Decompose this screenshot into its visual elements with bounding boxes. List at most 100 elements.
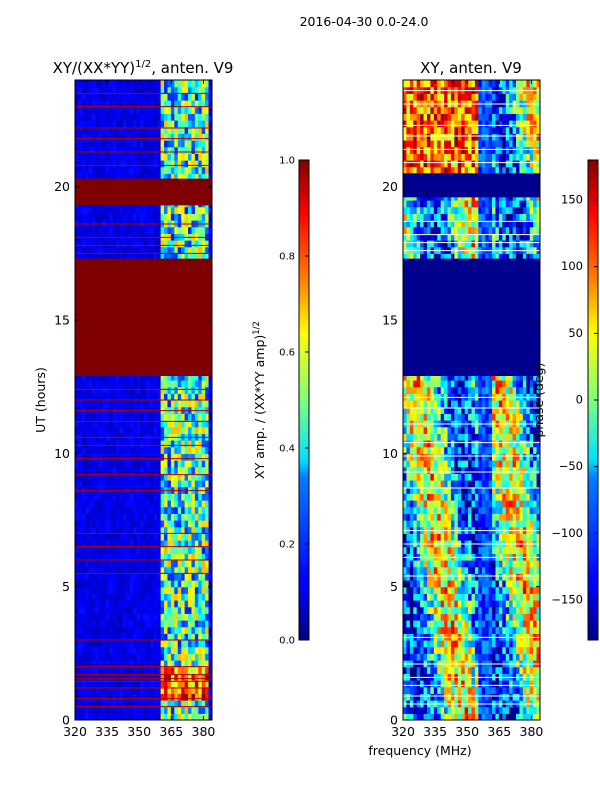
heatmap-cell: [140, 140, 145, 148]
heatmap-cell: [157, 140, 162, 148]
heatmap-cell: [181, 373, 186, 381]
heatmap-cell: [170, 580, 175, 588]
heatmap-cell: [536, 600, 540, 608]
heatmap-cell: [447, 613, 452, 621]
heatmap-cell: [512, 680, 517, 688]
heatmap-cell: [92, 400, 97, 408]
heatmap-cell: [102, 586, 107, 594]
heatmap-cell: [403, 626, 408, 634]
heatmap-cell: [78, 693, 83, 701]
heatmap-cell: [198, 206, 203, 214]
heatmap-cell: [519, 646, 524, 654]
heatmap-cell: [413, 686, 418, 694]
heatmap-cell: [150, 473, 155, 481]
heatmap-cell: [184, 240, 189, 248]
heatmap-cell: [157, 100, 162, 108]
heatmap-cell: [98, 93, 103, 101]
heatmap-cell: [140, 126, 145, 134]
heatmap-cell: [88, 153, 93, 161]
heatmap-cell: [126, 133, 131, 141]
heatmap-cell: [122, 653, 127, 661]
heatmap-cell: [471, 593, 476, 601]
heatmap-cell: [447, 620, 452, 628]
heatmap-cell: [143, 673, 148, 681]
heatmap-cell: [194, 673, 199, 681]
heatmap-cell: [464, 713, 469, 720]
heatmap-cell: [157, 86, 162, 94]
heatmap-cell: [522, 653, 527, 661]
heatmap-cell: [133, 160, 138, 168]
heatmap-cell: [95, 160, 100, 168]
heatmap-cell: [505, 546, 510, 554]
heatmap-cell: [102, 686, 107, 694]
heatmap-cell: [126, 166, 131, 174]
heatmap-cell: [420, 606, 425, 614]
heatmap-cell: [81, 133, 86, 141]
heatmap-cell: [208, 500, 212, 508]
heatmap-cell: [444, 706, 449, 714]
heatmap-cell: [157, 393, 162, 401]
heatmap-cell: [95, 640, 100, 648]
heatmap-cell: [406, 546, 411, 554]
heatmap-cell: [88, 520, 93, 528]
heatmap-cell: [119, 500, 124, 508]
heatmap-cell: [98, 646, 103, 654]
heatmap-cell: [78, 126, 83, 134]
heatmap-cell: [143, 580, 148, 588]
heatmap-cell: [102, 246, 107, 254]
heatmap-cell: [157, 213, 162, 221]
heatmap-cell: [188, 606, 193, 614]
heatmap-cell: [474, 586, 479, 594]
heatmap-cell: [420, 560, 425, 568]
heatmap-cell: [208, 706, 212, 714]
heatmap-cell: [416, 600, 421, 608]
heatmap-cell: [205, 446, 210, 454]
heatmap-cell: [505, 693, 510, 701]
heatmap-cell: [188, 493, 193, 501]
heatmap-cell: [78, 493, 83, 501]
heatmap-cell: [157, 453, 162, 461]
heatmap-cell: [164, 686, 169, 694]
heatmap-cell: [85, 653, 90, 661]
heatmap-cell: [478, 686, 483, 694]
heatmap-cell: [133, 560, 138, 568]
heatmap-cell: [474, 593, 479, 601]
heatmap-cell: [174, 173, 179, 181]
heatmap-cell: [502, 600, 507, 608]
heatmap-cell: [78, 700, 83, 708]
heatmap-cell: [105, 600, 110, 608]
heatmap-cell: [157, 473, 162, 481]
heatmap-cell: [112, 593, 117, 601]
heatmap-cell: [116, 620, 121, 628]
heatmap-cell: [522, 606, 527, 614]
heatmap-cell: [170, 446, 175, 454]
heatmap-cell: [440, 606, 445, 614]
heatmap-cell: [140, 520, 145, 528]
heatmap-cell: [78, 466, 83, 474]
heatmap-cell: [122, 153, 127, 161]
heatmap-cell: [92, 460, 97, 468]
heatmap-cell: [112, 566, 117, 574]
heatmap-cell: [143, 446, 148, 454]
heatmap-cell: [85, 206, 90, 214]
heatmap-cell: [126, 613, 131, 621]
heatmap-cell: [157, 440, 162, 448]
heatmap-cell: [512, 580, 517, 588]
heatmap-cell: [133, 420, 138, 428]
heatmap-cell: [198, 693, 203, 701]
heatmap-cell: [205, 246, 210, 254]
heatmap-cell: [116, 380, 121, 388]
heatmap-cell: [474, 613, 479, 621]
heatmap-cell: [512, 713, 517, 720]
heatmap-cell: [140, 506, 145, 514]
heatmap-cell: [194, 440, 199, 448]
heatmap-cell: [433, 646, 438, 654]
heatmap-cell: [164, 393, 169, 401]
heatmap-cell: [170, 380, 175, 388]
heatmap-cell: [181, 506, 186, 514]
heatmap-cell: [457, 566, 462, 574]
heatmap-cell: [464, 640, 469, 648]
heatmap-cell: [160, 680, 165, 688]
heatmap-cell: [119, 386, 124, 394]
heatmap-cell: [164, 593, 169, 601]
